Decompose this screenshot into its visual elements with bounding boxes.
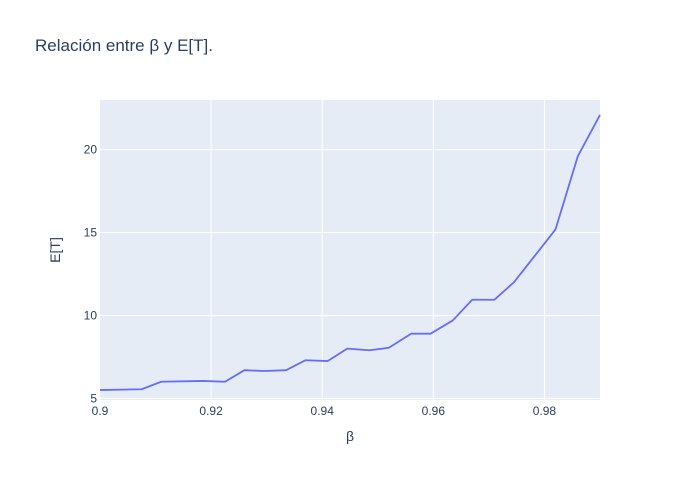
- x-tick-label: 0.92: [199, 404, 223, 418]
- y-tick-label: 15: [84, 226, 98, 240]
- y-axis-ticks: 5 10 15 20: [84, 143, 98, 406]
- x-tick-label: 0.94: [311, 404, 335, 418]
- x-tick-label: 0.9: [92, 404, 109, 418]
- series-layer: [99, 114, 601, 391]
- y-axis-title: E[T]: [47, 237, 63, 263]
- x-tick-label: 0.96: [422, 404, 446, 418]
- x-axis-ticks: 0.9 0.92 0.94 0.96 0.98: [92, 404, 557, 418]
- x-axis-title: β: [346, 428, 354, 444]
- series-line: [99, 114, 601, 391]
- grid: [100, 100, 600, 400]
- chart-title: Relación entre β y E[T].: [35, 36, 213, 55]
- y-tick-label: 5: [90, 391, 97, 405]
- y-tick-label: 20: [84, 143, 98, 157]
- y-tick-label: 10: [84, 308, 98, 322]
- plot-area: [100, 100, 600, 400]
- x-tick-label: 0.98: [533, 404, 557, 418]
